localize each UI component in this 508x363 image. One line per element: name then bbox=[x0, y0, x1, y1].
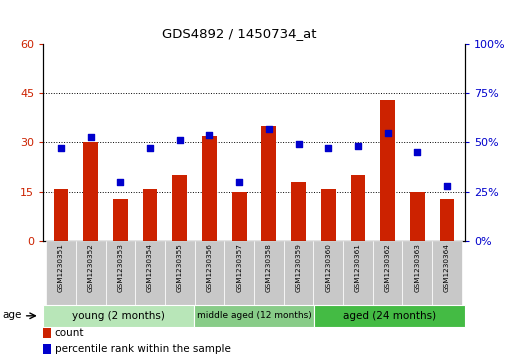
Bar bbox=[53, 189, 69, 241]
Point bbox=[265, 126, 273, 131]
Text: age: age bbox=[2, 310, 21, 320]
Text: GSM1230353: GSM1230353 bbox=[117, 243, 123, 292]
Bar bbox=[254, 241, 283, 305]
Bar bbox=[83, 143, 98, 241]
Bar bbox=[195, 241, 225, 305]
Bar bbox=[410, 192, 425, 241]
Text: GSM1230360: GSM1230360 bbox=[325, 243, 331, 292]
Point bbox=[324, 146, 332, 151]
Bar bbox=[313, 241, 343, 305]
Text: GSM1230352: GSM1230352 bbox=[88, 243, 93, 292]
Bar bbox=[343, 241, 373, 305]
Bar bbox=[283, 241, 313, 305]
Point bbox=[443, 183, 451, 189]
Bar bbox=[43, 344, 51, 354]
Point bbox=[176, 138, 184, 143]
Point bbox=[205, 132, 213, 138]
Text: GSM1230364: GSM1230364 bbox=[444, 243, 450, 292]
Bar bbox=[314, 305, 465, 327]
Text: GSM1230359: GSM1230359 bbox=[296, 243, 302, 292]
Text: count: count bbox=[54, 328, 84, 338]
Text: middle aged (12 months): middle aged (12 months) bbox=[197, 311, 311, 320]
Point bbox=[116, 179, 124, 185]
Point bbox=[235, 179, 243, 185]
Point bbox=[413, 150, 421, 155]
Bar bbox=[43, 305, 194, 327]
Bar bbox=[194, 305, 314, 327]
Text: young (2 months): young (2 months) bbox=[72, 311, 165, 321]
Bar bbox=[432, 241, 462, 305]
Bar bbox=[373, 241, 402, 305]
Bar bbox=[402, 241, 432, 305]
Bar bbox=[43, 328, 51, 338]
Bar bbox=[225, 241, 254, 305]
Bar bbox=[143, 189, 157, 241]
Bar bbox=[291, 182, 306, 241]
Text: GSM1230357: GSM1230357 bbox=[236, 243, 242, 292]
Text: percentile rank within the sample: percentile rank within the sample bbox=[54, 344, 231, 354]
Text: GSM1230355: GSM1230355 bbox=[177, 243, 183, 292]
Point bbox=[87, 134, 95, 139]
Point bbox=[146, 146, 154, 151]
Text: GSM1230358: GSM1230358 bbox=[266, 243, 272, 292]
Text: GSM1230362: GSM1230362 bbox=[385, 243, 391, 292]
Bar bbox=[202, 136, 217, 241]
Text: GSM1230354: GSM1230354 bbox=[147, 243, 153, 292]
Text: GSM1230351: GSM1230351 bbox=[58, 243, 64, 292]
Bar bbox=[380, 99, 395, 241]
Bar bbox=[135, 241, 165, 305]
Text: GSM1230361: GSM1230361 bbox=[355, 243, 361, 292]
Bar bbox=[172, 175, 187, 241]
Point bbox=[354, 143, 362, 149]
Bar bbox=[321, 189, 336, 241]
Bar bbox=[351, 175, 365, 241]
Bar bbox=[165, 241, 195, 305]
Bar bbox=[439, 199, 455, 241]
Text: GSM1230363: GSM1230363 bbox=[415, 243, 420, 292]
Bar bbox=[76, 241, 106, 305]
Bar bbox=[262, 126, 276, 241]
Point bbox=[57, 146, 65, 151]
Point bbox=[295, 142, 303, 147]
Bar bbox=[106, 241, 135, 305]
Text: GSM1230356: GSM1230356 bbox=[206, 243, 212, 292]
Text: GDS4892 / 1450734_at: GDS4892 / 1450734_at bbox=[162, 27, 316, 40]
Bar bbox=[232, 192, 246, 241]
Point bbox=[384, 130, 392, 135]
Bar bbox=[46, 241, 76, 305]
Text: aged (24 months): aged (24 months) bbox=[343, 311, 436, 321]
Bar bbox=[113, 199, 128, 241]
